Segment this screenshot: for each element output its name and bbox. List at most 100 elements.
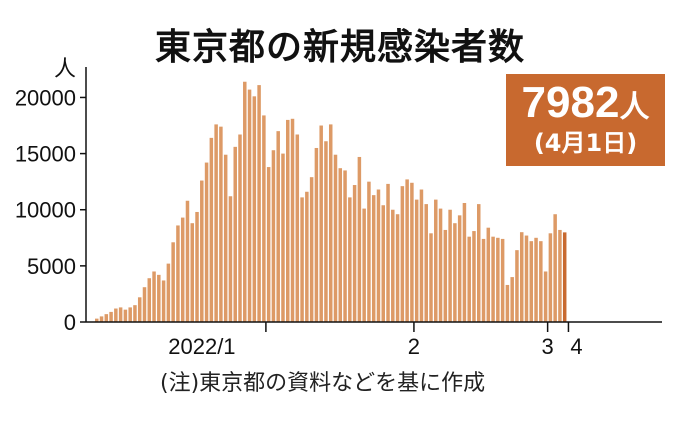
- bar: [500, 238, 505, 322]
- bar: [333, 154, 338, 322]
- bar: [367, 181, 371, 322]
- bar: [553, 214, 557, 322]
- bar: [252, 96, 257, 322]
- y-tick-label: 10000: [15, 198, 76, 223]
- bar: [295, 134, 300, 322]
- bar: [166, 263, 171, 322]
- bar: [324, 141, 328, 322]
- bar: [314, 147, 319, 322]
- bar: [305, 191, 309, 322]
- x-tick-label: 4: [570, 334, 582, 359]
- bar: [395, 214, 400, 322]
- source-note: (注)東京都の資料などを基に作成: [160, 371, 486, 396]
- bar: [443, 229, 448, 322]
- axes: 0 5000 10000 15000 20000 2022/1 2 3 4: [15, 67, 662, 359]
- y-tick-label: 15000: [15, 142, 76, 167]
- y-unit-label: 人: [54, 57, 76, 82]
- bar: [266, 167, 271, 322]
- bar: [543, 271, 548, 322]
- bar: [152, 271, 156, 322]
- latest-value: 7982人: [506, 78, 665, 133]
- y-tick-label: 0: [64, 310, 76, 335]
- bar: [348, 197, 352, 322]
- bar: [457, 215, 462, 322]
- bar: [381, 205, 385, 322]
- y-tick-label: 5000: [27, 254, 76, 279]
- bar: [510, 277, 514, 322]
- bar: [391, 209, 395, 322]
- bar: [300, 197, 304, 322]
- bar: [157, 274, 161, 322]
- latest-value-number: 7982: [521, 78, 620, 127]
- bar: [491, 236, 495, 322]
- bar: [352, 185, 357, 322]
- bar: [128, 307, 132, 322]
- bar: [176, 225, 180, 322]
- bar: [481, 238, 486, 322]
- bar: [496, 237, 500, 322]
- bar: [477, 204, 481, 322]
- bar: [534, 237, 538, 322]
- latest-date: (4月1日): [533, 129, 638, 157]
- bar: [247, 89, 252, 322]
- bar: [99, 316, 104, 322]
- bar: [410, 182, 414, 322]
- bar: [147, 278, 152, 322]
- bar: [228, 196, 233, 322]
- bar: [286, 119, 290, 322]
- bar: [371, 195, 376, 322]
- bar: [434, 199, 438, 322]
- bar: [281, 153, 285, 322]
- bar: [400, 186, 405, 322]
- bar: [109, 311, 113, 322]
- bar: [519, 232, 524, 322]
- bar: [233, 146, 237, 322]
- bar: [529, 241, 534, 322]
- bar: [219, 126, 223, 323]
- bar: [319, 125, 323, 323]
- y-tick-label: 20000: [15, 85, 76, 110]
- bar: [539, 241, 543, 322]
- bar: [209, 137, 214, 322]
- bar: [290, 118, 295, 322]
- bar: [133, 305, 137, 322]
- bar: [386, 183, 390, 322]
- bar: [161, 280, 166, 322]
- bar: [238, 134, 242, 322]
- bar: [114, 308, 118, 322]
- bar: [243, 81, 247, 323]
- bar: [328, 124, 333, 323]
- bar: [362, 208, 366, 322]
- bar: [137, 297, 142, 322]
- bar: [424, 204, 428, 322]
- bar: [414, 199, 419, 322]
- bar: [515, 250, 519, 322]
- bar: [486, 227, 491, 322]
- bar: [95, 318, 99, 322]
- bar: [309, 177, 314, 322]
- bar: [123, 309, 128, 322]
- bar: [171, 242, 175, 322]
- bar: [200, 180, 204, 322]
- bar: [223, 154, 228, 322]
- latest-value-callout: 7982人 (4月1日): [506, 74, 665, 166]
- x-tick-label: 2: [408, 334, 420, 359]
- bar: [467, 236, 471, 322]
- x-tick-label: 2022/1: [168, 334, 235, 359]
- bar: [204, 162, 209, 322]
- bar: [438, 208, 443, 322]
- bar: [118, 307, 123, 322]
- bar: [558, 229, 562, 322]
- chart-title: 東京都の新規感染者数: [154, 27, 525, 68]
- bar-latest: [562, 232, 567, 322]
- bar: [190, 223, 194, 322]
- bar: [343, 170, 347, 322]
- bar-group: [95, 81, 567, 323]
- bar: [453, 223, 457, 322]
- bar: [376, 189, 381, 322]
- bar: [180, 217, 185, 322]
- bar: [104, 314, 109, 322]
- bar: [405, 179, 409, 322]
- bar: [472, 231, 476, 322]
- bar: [505, 284, 510, 322]
